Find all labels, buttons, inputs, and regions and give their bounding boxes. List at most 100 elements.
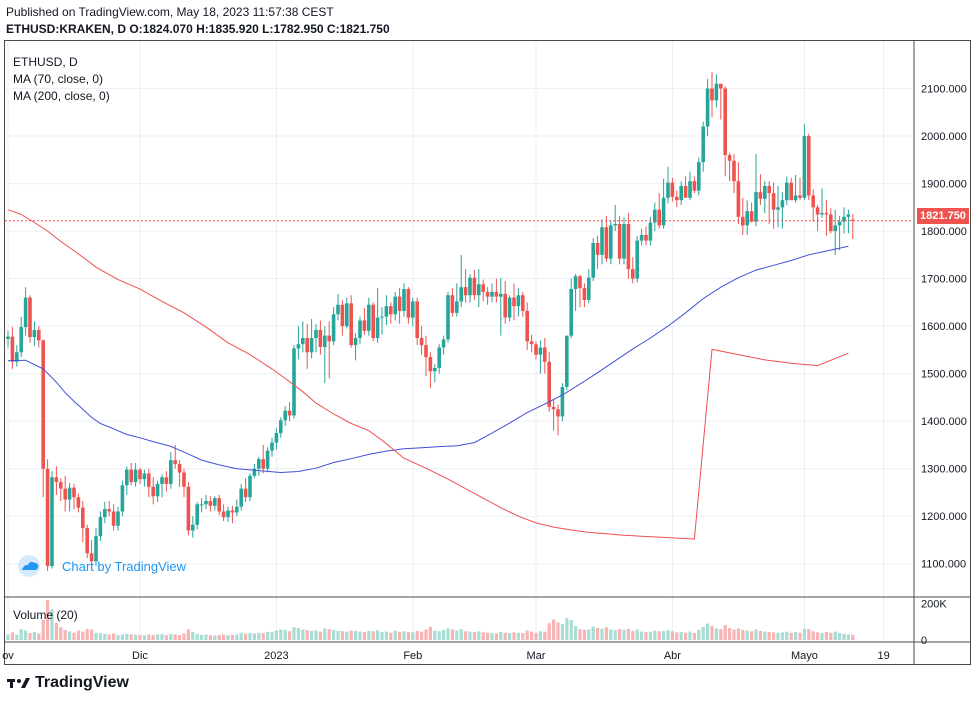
candle-body bbox=[318, 329, 323, 348]
volume-bar bbox=[574, 626, 578, 640]
volume-bar bbox=[85, 629, 89, 640]
volume-bar bbox=[763, 631, 767, 640]
candle-body bbox=[692, 181, 697, 191]
chart-frame[interactable] bbox=[4, 40, 971, 665]
volume-bar bbox=[230, 634, 234, 640]
volume-bar bbox=[54, 622, 58, 640]
candle-body bbox=[701, 126, 705, 163]
volume-bar bbox=[714, 628, 718, 640]
legend-volume: Volume (20) bbox=[13, 608, 78, 622]
candle-body bbox=[208, 501, 213, 506]
volume-bar bbox=[274, 630, 278, 640]
candle-body bbox=[749, 211, 754, 222]
candle-body bbox=[107, 509, 111, 512]
candle-body bbox=[578, 276, 582, 289]
x-tick-label: Dic bbox=[132, 650, 148, 662]
volume-bar bbox=[662, 630, 666, 640]
candle-body bbox=[556, 409, 560, 417]
candle-body bbox=[120, 485, 125, 512]
volume-bar bbox=[252, 633, 256, 640]
volume-bar bbox=[565, 618, 569, 640]
x-tick-label: 19 bbox=[877, 650, 889, 662]
volume-bar bbox=[120, 634, 124, 640]
ma200-line bbox=[7, 209, 849, 540]
volume-bar bbox=[371, 631, 375, 640]
volume-bar bbox=[591, 626, 595, 640]
volume-bar bbox=[402, 631, 406, 640]
volume-bar bbox=[706, 623, 710, 640]
volume-bar bbox=[358, 631, 362, 640]
candle-body bbox=[402, 289, 406, 311]
volume-bar bbox=[182, 633, 186, 640]
volume-bar bbox=[50, 609, 54, 640]
candle-body bbox=[37, 329, 41, 341]
candle-body bbox=[477, 284, 481, 296]
candle-body bbox=[155, 483, 160, 497]
candle-body bbox=[697, 162, 701, 191]
volume-bar bbox=[266, 632, 270, 640]
candle-body bbox=[147, 473, 151, 487]
candle-body bbox=[424, 345, 428, 358]
volume-bar bbox=[635, 629, 639, 640]
candle-body bbox=[305, 338, 309, 353]
volume-bar bbox=[327, 629, 331, 640]
volume-bar bbox=[376, 630, 380, 640]
candle-body bbox=[573, 276, 578, 290]
candle-body bbox=[534, 344, 538, 355]
candle-body bbox=[415, 301, 419, 339]
candle-body bbox=[767, 185, 771, 194]
volume-bar bbox=[450, 629, 454, 640]
volume-bar bbox=[279, 629, 283, 640]
volume-bar bbox=[173, 634, 177, 640]
symbol-label: ETHUSD:KRAKEN, D bbox=[6, 22, 126, 36]
volume-bar bbox=[468, 631, 472, 640]
volume-bar bbox=[103, 633, 107, 640]
candle-body bbox=[710, 88, 714, 101]
volume-bar bbox=[107, 634, 111, 640]
volume-bar bbox=[147, 634, 151, 640]
volume-bar bbox=[112, 633, 116, 640]
candle-body bbox=[125, 469, 129, 486]
candle-body bbox=[76, 497, 81, 508]
volume-bar bbox=[600, 628, 604, 640]
candle-body bbox=[54, 477, 59, 482]
candle-body bbox=[279, 420, 283, 434]
candle-body bbox=[507, 297, 512, 318]
volume-bar bbox=[349, 630, 353, 640]
volume-bar bbox=[578, 629, 582, 640]
y-tick-label: 1500.000 bbox=[921, 369, 967, 381]
candle-body bbox=[371, 304, 375, 339]
tradingview-watermark[interactable]: Chart by TradingView bbox=[18, 555, 186, 577]
candle-body bbox=[384, 306, 389, 317]
candle-body bbox=[780, 200, 785, 208]
volume-bar bbox=[428, 626, 432, 640]
candle-body bbox=[472, 277, 477, 296]
volume-bar bbox=[794, 632, 798, 640]
candle-body bbox=[111, 511, 116, 526]
candle-body bbox=[239, 488, 243, 507]
last-price-badge: 1821.750 bbox=[917, 208, 969, 224]
volume-bar bbox=[261, 633, 265, 640]
candle-body bbox=[635, 240, 639, 279]
candle-body bbox=[353, 338, 358, 346]
x-tick-label: Feb bbox=[403, 650, 422, 662]
volume-bar bbox=[433, 630, 437, 640]
footer-brand[interactable]: TradingView bbox=[7, 674, 129, 692]
volume-bar bbox=[195, 633, 199, 640]
volume-bar bbox=[68, 631, 72, 640]
candle-body bbox=[516, 295, 521, 307]
candle-body bbox=[85, 528, 89, 554]
volume-bar bbox=[851, 634, 855, 640]
candle-body bbox=[657, 209, 661, 226]
volume-bar bbox=[750, 631, 754, 640]
volume-bar bbox=[820, 633, 824, 640]
candle-body bbox=[243, 488, 248, 498]
volume-bar bbox=[644, 632, 648, 640]
volume-bar bbox=[142, 635, 146, 640]
volume-bar bbox=[415, 630, 419, 640]
candle-body bbox=[230, 510, 235, 513]
volume-bar bbox=[362, 632, 366, 640]
candle-body bbox=[802, 136, 807, 198]
volume-bar bbox=[169, 633, 173, 640]
